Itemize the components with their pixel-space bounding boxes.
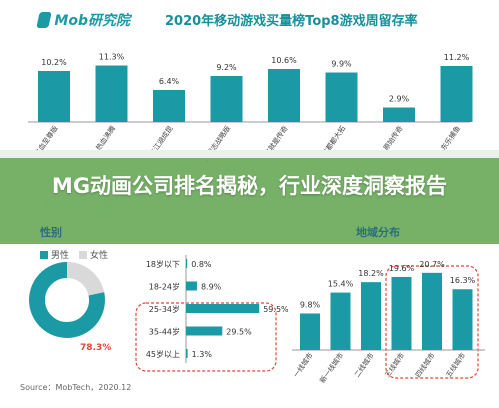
retention-bar [325,72,358,122]
legend-label-male: 男性 [51,251,70,261]
retention-bar [268,69,300,122]
age-bar [186,304,260,313]
age-category-label: 35-44岁 [149,327,180,337]
retention-value-label: 9.9% [331,60,352,69]
legend-label-female: 女性 [90,251,109,261]
region-value-label: 18.2% [358,269,384,278]
region-category-label: 二线城市 [352,351,375,379]
region-bar [391,276,412,350]
age-bar [186,349,188,358]
retention-bar [210,76,243,122]
region-highlight-box [385,265,479,379]
retention-bar [440,66,473,122]
region-bar [330,292,351,350]
retention-bar [383,107,415,122]
retention-value-label: 10.6% [271,56,297,65]
region-category-label: 一线城市 [291,351,314,379]
brand-logo: Mob研究院 [36,8,130,32]
banner-title: MG动画公司排名揭秘，行业深度洞察报告 [51,174,448,198]
age-bar [186,326,223,336]
region-value-label: 9.8% [300,300,321,309]
age-value-label: 0.8% [191,260,212,269]
retention-category-label: 东乐捕鱼 [439,124,462,152]
slide-divider [0,150,499,160]
retention-value-label: 11.2% [444,53,470,62]
legend-swatch-male [40,250,48,259]
retention-category-label: 原始传奇 [381,124,404,152]
retention-value-label: 6.4% [159,77,180,86]
pie-value-label-male: 78.3% [80,343,112,353]
region-bar [300,313,320,350]
region-value-label: 15.4% [328,280,354,289]
retention-value-label: 9.2% [216,63,237,72]
title-banner [0,158,499,244]
gender-legend: 男性 女性 [40,248,108,261]
age-value-label: 1.3% [192,350,213,359]
retention-value-label: 11.3% [99,53,125,62]
age-category-label: 25-34岁 [149,304,180,314]
source-note: Source：MobTech，2020.12 [20,383,132,392]
logo-text: Mob研究院 [54,13,130,29]
region-bar [361,282,381,350]
region-bar [452,289,473,350]
pie-slice-female [66,262,105,297]
age-highlight-box [135,302,277,372]
pie-slice-male [29,262,105,338]
retention-bar [38,71,70,122]
region-value-label: 20.7% [419,260,445,269]
region-section-title: 地域分布 [356,226,400,239]
age-category-label: 18-24岁 [149,282,180,292]
age-value-label: 8.9% [201,283,222,292]
age-bar [186,259,188,268]
age-bar [186,281,197,291]
age-value-label: 29.5% [226,328,252,337]
region-bar [422,272,442,350]
age-category-label: 18岁以下 [146,259,180,269]
retention-value-label: 2.9% [389,95,410,104]
retention-bar [95,65,128,122]
region-category-label: 新一线城市 [318,351,345,385]
legend-item-male: 男性 [40,248,69,261]
legend-item-female: 女性 [79,248,108,261]
retention-bar [153,90,185,122]
age-category-label: 45岁以上 [146,349,180,359]
region-category-label: 四线城市 [413,351,436,379]
region-category-label: 五线城市 [444,351,467,379]
age-value-label: 59.5% [263,305,289,314]
gender-section-title: 性别 [40,226,62,239]
region-value-label: 19.6% [389,264,415,273]
page-title: 2020年移动游戏买量榜Top8游戏周留存率 [165,14,418,29]
retention-category-label: 热血沸腾 [94,124,117,152]
retention-value-label: 10.2% [41,58,67,67]
region-value-label: 16.3% [450,276,476,285]
legend-swatch-female [79,250,88,259]
